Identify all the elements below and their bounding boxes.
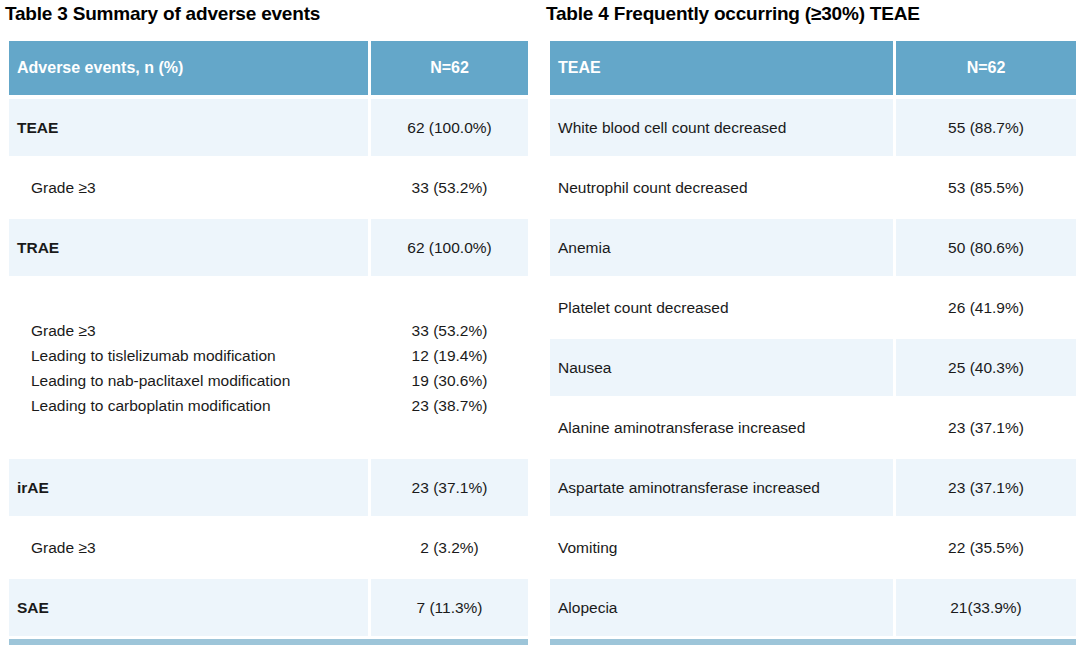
table-row: irAE 23 (37.1%) bbox=[9, 459, 528, 516]
row-label: Leading to nab-paclitaxel modification bbox=[31, 368, 368, 393]
row-value: 12 (19.4%) bbox=[371, 343, 528, 368]
row-value-group: 33 (53.2%) 12 (19.4%) 19 (30.6%) 23 (38.… bbox=[371, 279, 528, 456]
row-value: 50 (80.6%) bbox=[896, 219, 1076, 276]
row-label: Grade ≥3 bbox=[9, 159, 368, 216]
row-label: Platelet count decreased bbox=[550, 279, 893, 336]
row-label: SAE bbox=[9, 579, 368, 636]
row-label: Nausea bbox=[550, 339, 893, 396]
page: Table 3 Summary of adverse events Table … bbox=[0, 0, 1080, 646]
table-row: TRAE 62 (100.0%) bbox=[9, 219, 528, 276]
row-label: irAE bbox=[9, 459, 368, 516]
row-label: Grade ≥3 bbox=[31, 318, 368, 343]
row-label: TRAE bbox=[9, 219, 368, 276]
table-row: Grade ≥3 33 (53.2%) bbox=[9, 159, 528, 216]
row-value: 23 (37.1%) bbox=[896, 459, 1076, 516]
row-value: 23 (37.1%) bbox=[896, 399, 1076, 456]
table3-header-row: Adverse events, n (%) N=62 bbox=[9, 41, 528, 95]
row-label-group: Grade ≥3 Leading to tislelizumab modific… bbox=[9, 279, 368, 456]
row-value: 2 (3.2%) bbox=[371, 519, 528, 576]
table-row: SAE 7 (11.3%) bbox=[9, 579, 528, 636]
row-value: 25 (40.3%) bbox=[896, 339, 1076, 396]
table-row: Aspartate aminotransferase increased 23 … bbox=[550, 459, 1076, 516]
row-label: Leading to carboplatin modification bbox=[31, 393, 368, 418]
row-label: TEAE bbox=[9, 99, 368, 156]
row-value: 55 (88.7%) bbox=[896, 99, 1076, 156]
row-label: Neutrophil count decreased bbox=[550, 159, 893, 216]
table4: TEAE N=62 White blood cell count decreas… bbox=[550, 41, 1076, 645]
table4-bottom-bar bbox=[550, 639, 1076, 645]
row-value: 26 (41.9%) bbox=[896, 279, 1076, 336]
row-value: 53 (85.5%) bbox=[896, 159, 1076, 216]
table4-header-row: TEAE N=62 bbox=[550, 41, 1076, 95]
table-row: Neutrophil count decreased 53 (85.5%) bbox=[550, 159, 1076, 216]
row-value: 33 (53.2%) bbox=[371, 318, 528, 343]
table3-title: Table 3 Summary of adverse events bbox=[5, 3, 320, 25]
row-label: Alanine aminotransferase increased bbox=[550, 399, 893, 456]
table-row-group: Grade ≥3 Leading to tislelizumab modific… bbox=[9, 279, 528, 456]
table4-title: Table 4 Frequently occurring (≥30%) TEAE bbox=[546, 3, 920, 25]
row-value: 23 (38.7%) bbox=[371, 393, 528, 418]
row-value: 23 (37.1%) bbox=[371, 459, 528, 516]
table-row: Anemia 50 (80.6%) bbox=[550, 219, 1076, 276]
table-row: TEAE 62 (100.0%) bbox=[9, 99, 528, 156]
table-row: Nausea 25 (40.3%) bbox=[550, 339, 1076, 396]
table4-header-label: TEAE bbox=[550, 41, 893, 95]
table3-header-label: Adverse events, n (%) bbox=[9, 41, 368, 95]
table4-header-value: N=62 bbox=[896, 41, 1076, 95]
table-row: Alopecia 21(33.9%) bbox=[550, 579, 1076, 636]
table3: Adverse events, n (%) N=62 TEAE 62 (100.… bbox=[9, 41, 528, 645]
row-label: Grade ≥3 bbox=[9, 519, 368, 576]
row-value: 7 (11.3%) bbox=[371, 579, 528, 636]
row-value: 21(33.9%) bbox=[896, 579, 1076, 636]
row-label: Anemia bbox=[550, 219, 893, 276]
row-value: 19 (30.6%) bbox=[371, 368, 528, 393]
row-value: 62 (100.0%) bbox=[371, 219, 528, 276]
row-label: Alopecia bbox=[550, 579, 893, 636]
table-row: Platelet count decreased 26 (41.9%) bbox=[550, 279, 1076, 336]
row-label: White blood cell count decreased bbox=[550, 99, 893, 156]
table-row: White blood cell count decreased 55 (88.… bbox=[550, 99, 1076, 156]
row-value: 22 (35.5%) bbox=[896, 519, 1076, 576]
row-label: Vomiting bbox=[550, 519, 893, 576]
table3-bottom-bar bbox=[9, 639, 528, 645]
table-row: Vomiting 22 (35.5%) bbox=[550, 519, 1076, 576]
row-value: 33 (53.2%) bbox=[371, 159, 528, 216]
table-row: Alanine aminotransferase increased 23 (3… bbox=[550, 399, 1076, 456]
table-row: Grade ≥3 2 (3.2%) bbox=[9, 519, 528, 576]
table3-header-value: N=62 bbox=[371, 41, 528, 95]
row-label: Leading to tislelizumab modification bbox=[31, 343, 368, 368]
row-value: 62 (100.0%) bbox=[371, 99, 528, 156]
row-label: Aspartate aminotransferase increased bbox=[550, 459, 893, 516]
